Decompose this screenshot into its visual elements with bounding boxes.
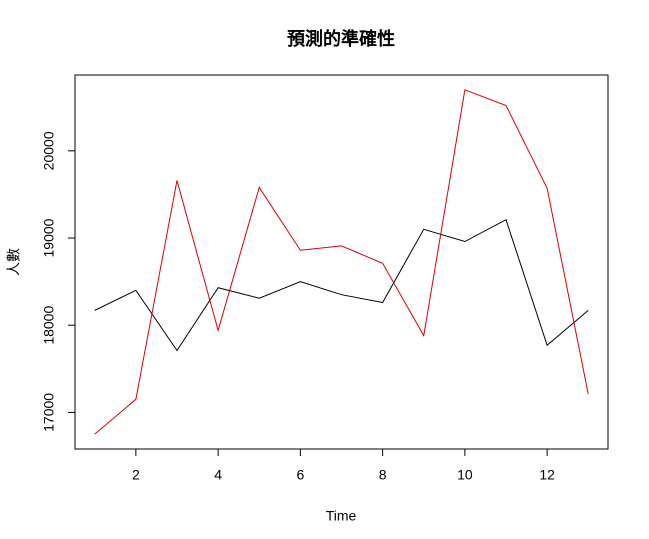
- y-tick-label: 20000: [41, 131, 57, 170]
- x-tick-label: 8: [379, 467, 387, 483]
- x-tick-label: 12: [539, 467, 555, 483]
- x-tick-label: 4: [214, 467, 222, 483]
- chart-title: 預測的準確性: [287, 28, 395, 50]
- series-line: [94, 218, 589, 352]
- x-tick-label: 2: [132, 467, 140, 483]
- plot-frame: [74, 74, 609, 450]
- y-tick-label: 19000: [41, 218, 57, 257]
- series-line: [94, 89, 589, 435]
- y-axis-label: 人數: [6, 248, 22, 276]
- x-axis-label: Time: [326, 508, 357, 524]
- y-tick-label: 18000: [41, 306, 57, 345]
- x-tick-label: 10: [457, 467, 473, 483]
- y-tick-label: 17000: [41, 393, 57, 432]
- x-tick-label: 6: [296, 467, 304, 483]
